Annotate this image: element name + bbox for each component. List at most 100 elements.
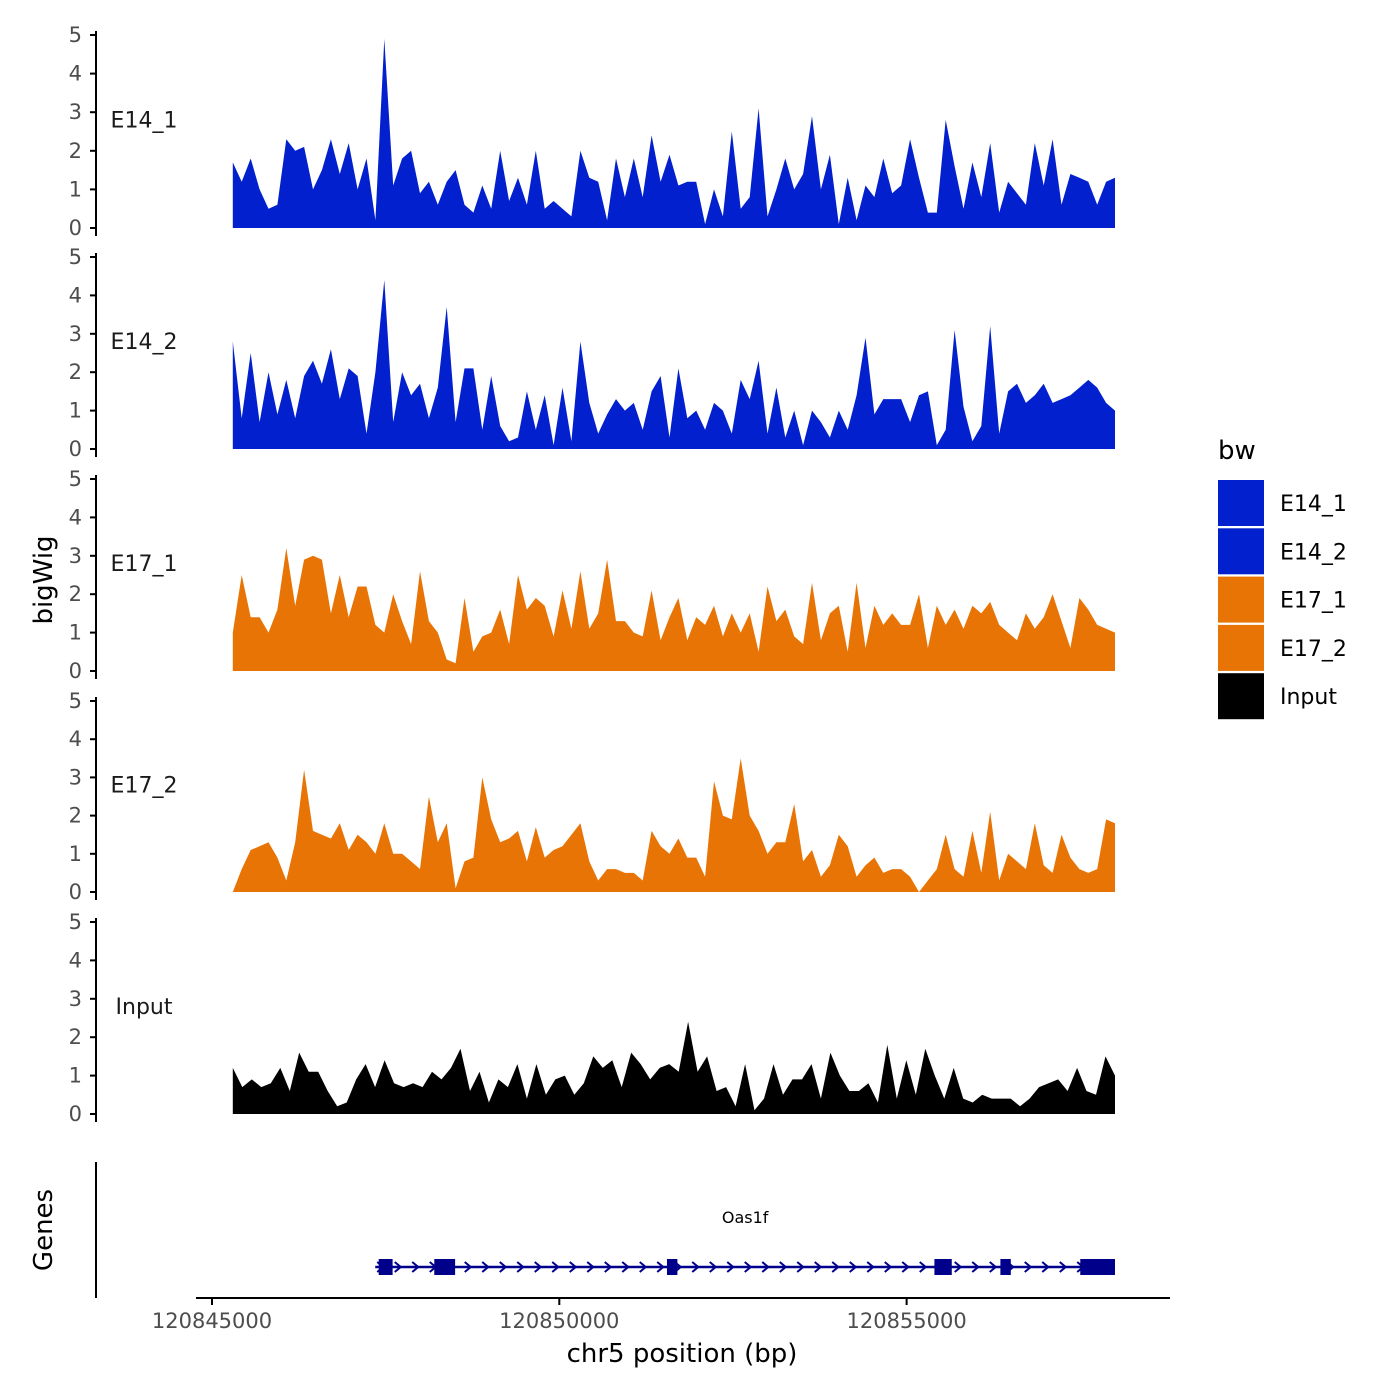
y-tick-label: 5 <box>69 910 82 934</box>
x-tick-label: 120850000 <box>499 1309 619 1333</box>
y-tick-label: 1 <box>69 177 82 201</box>
strand-arrow-icon <box>411 1261 420 1273</box>
exon <box>666 1259 678 1275</box>
genes-axis-title: Genes <box>29 1189 59 1271</box>
strand-arrow-icon <box>586 1261 595 1273</box>
y-tick-label: 2 <box>69 139 82 163</box>
y-tick-label: 4 <box>69 948 82 972</box>
strand-arrow-icon <box>901 1261 910 1273</box>
strand-arrow-icon <box>394 1261 403 1273</box>
signal-area-E17_1 <box>232 548 1116 671</box>
strand-arrow-icon <box>516 1261 525 1273</box>
y-tick-label: 4 <box>69 505 82 529</box>
strand-arrow-icon <box>604 1261 613 1273</box>
strand-arrow-icon <box>481 1261 490 1273</box>
strand-arrow-icon <box>534 1261 543 1273</box>
y-tick-label: 1 <box>69 842 82 866</box>
y-tick-label: 3 <box>69 322 82 346</box>
track-E17_2: 0 1 2 3 4 5 E17_2 <box>69 689 1116 904</box>
strand-arrow-icon <box>761 1261 770 1273</box>
track-label-E14_2: E14_2 <box>111 330 178 355</box>
y-tick-label: 4 <box>69 62 82 86</box>
y-tick-label: 2 <box>69 360 82 384</box>
strand-arrow-icon <box>464 1261 473 1273</box>
y-tick-label: 1 <box>69 621 82 645</box>
x-axis: 120845000 120850000 120855000 <box>152 1297 1170 1333</box>
legend-swatch-E14_1 <box>1218 480 1264 526</box>
y-tick-label: 2 <box>69 582 82 606</box>
strand-arrow-icon <box>569 1261 578 1273</box>
y-tick-label: 2 <box>69 1025 82 1049</box>
strand-arrow-icon <box>796 1261 805 1273</box>
strand-arrow-icon <box>954 1261 963 1273</box>
y-tick-label: 1 <box>69 399 82 423</box>
y-tick-label: 5 <box>69 689 82 713</box>
y-tick-label: 5 <box>69 467 82 491</box>
y-tick-label: 4 <box>69 727 82 751</box>
track-label-E17_1: E17_1 <box>111 552 178 577</box>
y-tick-label: 0 <box>69 880 82 904</box>
y-tick-label: 3 <box>69 544 82 568</box>
signal-area-E17_2 <box>232 758 1116 892</box>
y-axis-title: bigWig <box>29 535 59 624</box>
y-tick-label: 4 <box>69 283 82 307</box>
y-tick-label: 5 <box>69 245 82 269</box>
strand-arrow-icon <box>866 1261 875 1273</box>
exon <box>1000 1259 1011 1275</box>
strand-arrow-icon <box>621 1261 630 1273</box>
y-tick-label: 0 <box>69 216 82 240</box>
y-tick-label: 0 <box>69 1102 82 1126</box>
track-Input: 0 1 2 3 4 5 Input <box>69 910 1116 1126</box>
exon <box>434 1259 456 1275</box>
legend-title: bw <box>1218 436 1256 466</box>
strand-arrow-icon <box>849 1261 858 1273</box>
y-tick-label: 2 <box>69 804 82 828</box>
strand-arrow-icon <box>656 1261 665 1273</box>
strand-arrow-icon <box>779 1261 788 1273</box>
strand-arrow-icon <box>971 1261 980 1273</box>
legend-swatch-E17_1 <box>1218 576 1264 623</box>
exon <box>1080 1259 1115 1275</box>
y-tick-label: 5 <box>69 23 82 47</box>
track-E14_1: 0 1 2 3 4 5 E14_1 <box>69 23 1116 240</box>
strand-arrow-icon <box>1024 1261 1033 1273</box>
track-label-Input: Input <box>116 995 173 1020</box>
legend-swatch-E14_2 <box>1218 528 1264 575</box>
signal-area-Input <box>232 1021 1116 1114</box>
strand-arrow-icon <box>726 1261 735 1273</box>
signal-area-E14_1 <box>232 38 1116 229</box>
legend-label-E17_1: E17_1 <box>1280 589 1347 614</box>
strand-arrow-icon <box>814 1261 823 1273</box>
exon <box>378 1259 393 1275</box>
legend-swatch-Input <box>1218 673 1264 720</box>
y-tick-label: 1 <box>69 1064 82 1088</box>
genes-panel: Oas1f <box>95 1162 1115 1298</box>
strand-arrow-icon <box>691 1261 700 1273</box>
y-tick-label: 3 <box>69 987 82 1011</box>
gene-label: Oas1f <box>722 1208 769 1227</box>
y-tick-label: 0 <box>69 659 82 683</box>
strand-arrow-icon <box>499 1261 508 1273</box>
y-tick-label: 3 <box>69 765 82 789</box>
strand-arrow-icon <box>919 1261 928 1273</box>
strand-arrow-icon <box>551 1261 560 1273</box>
strand-arrow-icon <box>989 1261 998 1273</box>
track-label-E17_2: E17_2 <box>111 774 178 799</box>
track-E17_1: 0 1 2 3 4 5 E17_1 <box>69 467 1116 683</box>
strand-arrow-icon <box>1041 1261 1050 1273</box>
strand-arrow-icon <box>639 1261 648 1273</box>
y-tick-label: 0 <box>69 437 82 461</box>
legend-label-Input: Input <box>1280 685 1337 710</box>
legend-label-E14_2: E14_2 <box>1280 540 1347 565</box>
track-label-E14_1: E14_1 <box>111 109 178 134</box>
signal-area-E14_2 <box>232 280 1116 449</box>
legend-label-E17_2: E17_2 <box>1280 637 1347 662</box>
signal-tracks: 0 1 2 3 4 5 E14_1 0 1 2 3 4 5 E14_2 0 1 2 3 4 5 E17_1 0 1 2 3 4 5 E… <box>69 23 1116 1126</box>
track-E14_2: 0 1 2 3 4 5 E14_2 <box>69 245 1116 461</box>
exon <box>934 1259 952 1275</box>
strand-arrow-icon <box>744 1261 753 1273</box>
strand-arrow-icon <box>831 1261 840 1273</box>
x-axis-title: chr5 position (bp) <box>567 1339 798 1369</box>
x-tick-label: 120855000 <box>846 1309 966 1333</box>
